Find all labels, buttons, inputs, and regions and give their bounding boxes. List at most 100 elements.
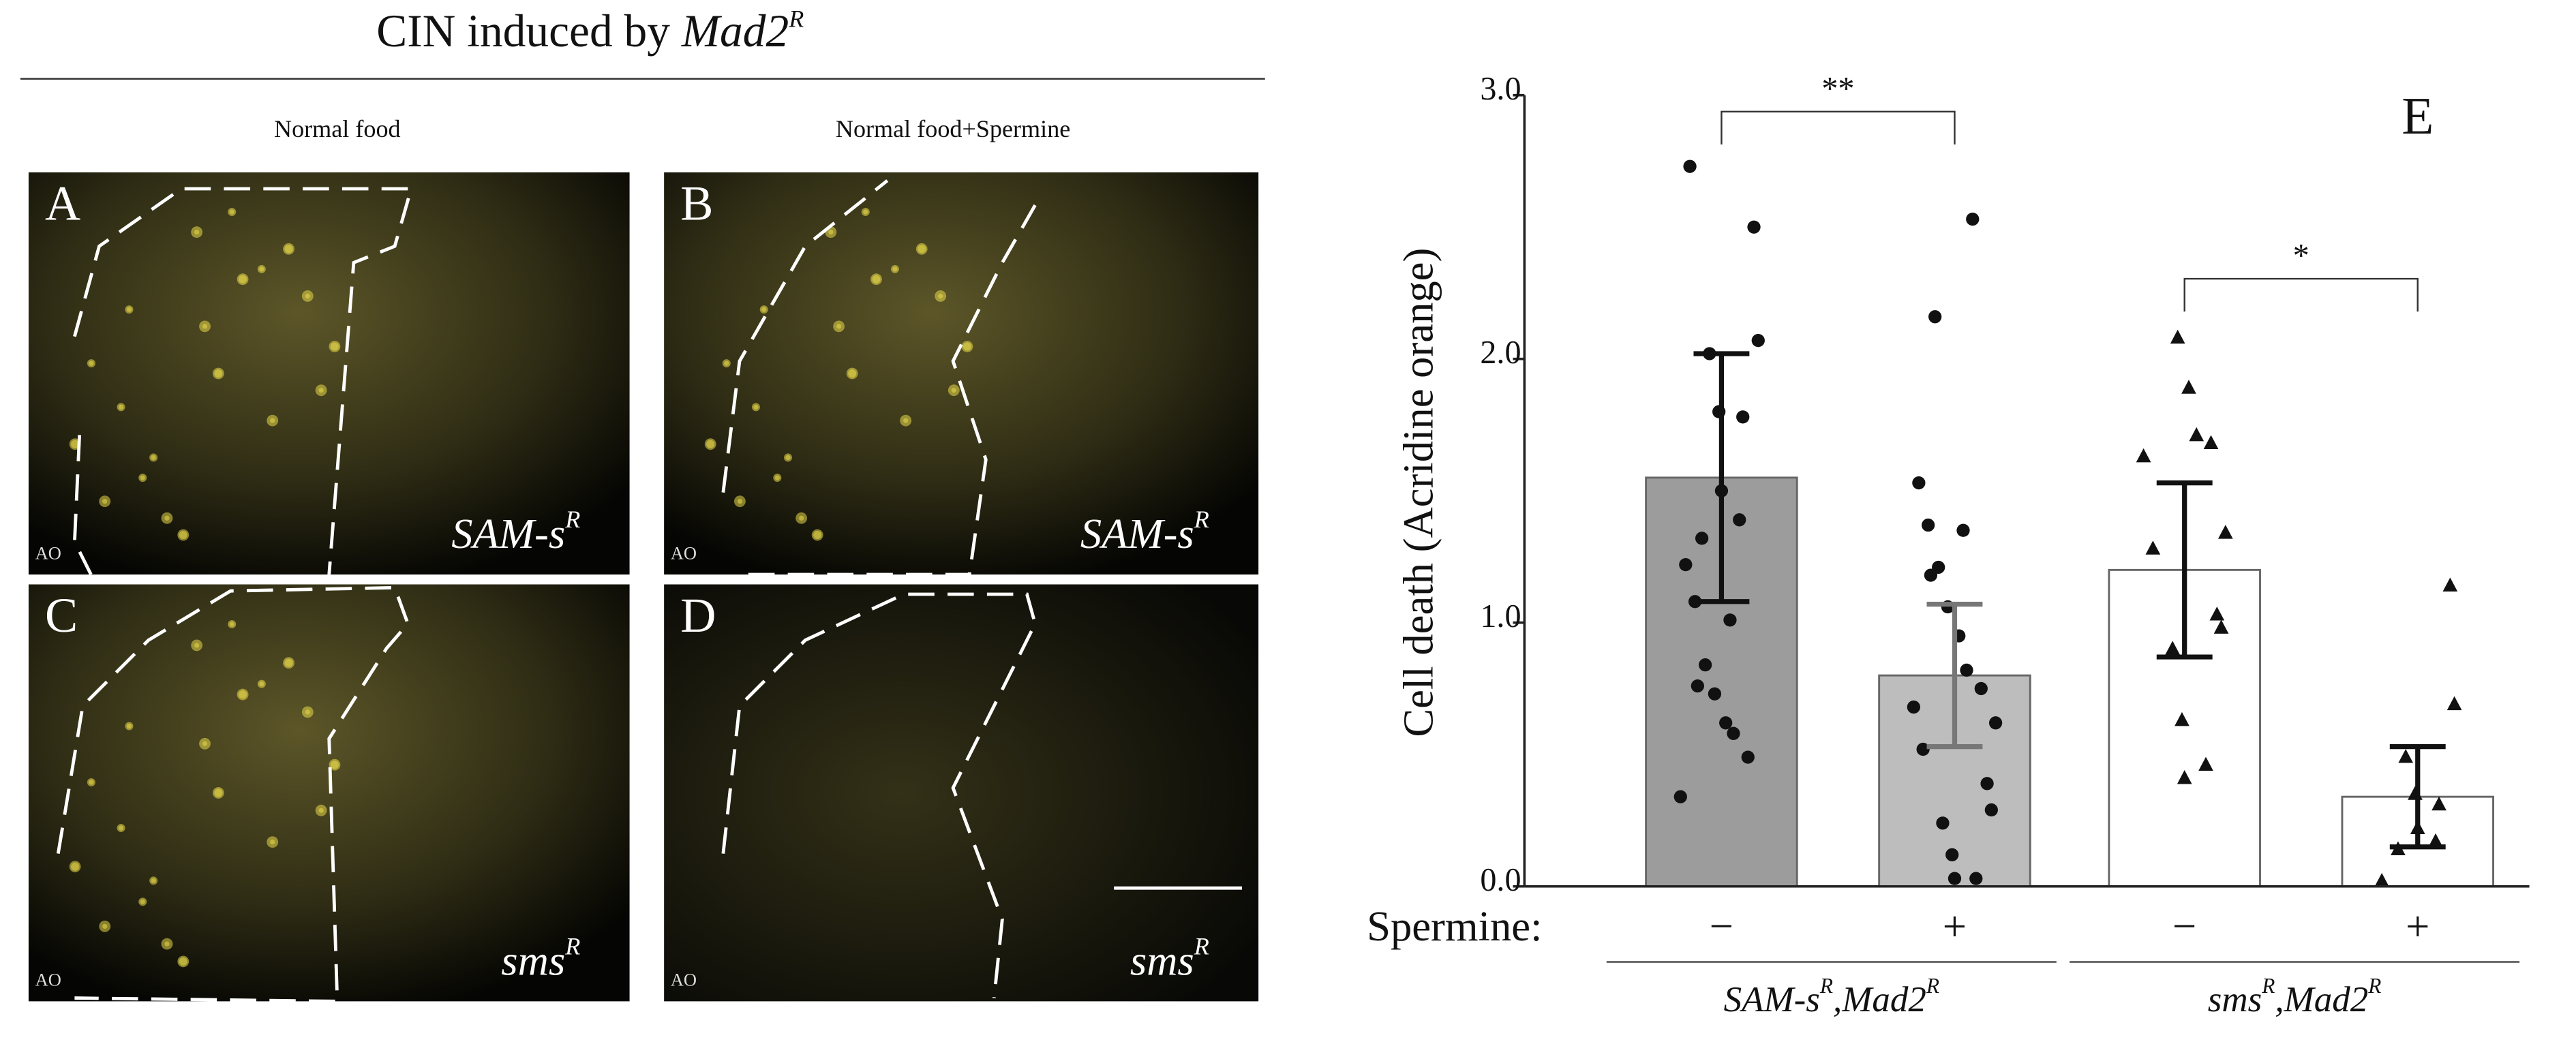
fluorescent-spot [214,788,223,797]
fluorescent-spot [948,384,960,397]
genotype-sup: R [564,933,580,960]
x-tick-label: + [2406,902,2429,950]
data-point [1980,777,1994,790]
fluorescent-spot [330,761,339,769]
data-point [2189,427,2204,442]
group-label-part: sms [2208,980,2262,1019]
fluorescent-spot [71,440,80,448]
data-point [2398,749,2414,763]
data-point [1741,750,1755,764]
data-point [1698,658,1712,672]
panel-letter: D [680,588,716,643]
data-point [1916,742,1930,756]
tissue-outline [56,585,410,1003]
group-label: SAM-sR,Mad2R [1724,974,1939,1019]
fluorescent-spot [229,621,234,627]
data-point [1928,310,1942,324]
fluorescent-spot [330,342,339,351]
data-point [1960,663,1973,677]
data-point [1736,410,1750,424]
data-point [2431,796,2446,811]
fluorescent-spot [872,275,881,283]
genotype-sup: R [564,506,580,533]
fluorescent-spot [179,531,187,540]
data-point [1907,700,1920,714]
group-label-sup: R [2261,974,2275,998]
fluorescent-spot [71,862,80,871]
error-bar [1693,351,1750,604]
y-axis-label: Cell death (Acridine orange) [1394,248,1442,737]
micrograph [664,584,1259,1002]
fluorescent-spot [918,245,926,254]
significance-label: ** [1821,71,1854,107]
group-label-part: ,Mad2 [2275,980,2368,1019]
data-point [2175,711,2189,726]
data-point [2374,872,2389,887]
fluorescent-spot [259,266,264,272]
significance-label: * [2293,238,2309,274]
y-tick-label: 0.0 [1480,862,1521,898]
data-point [2181,380,2196,394]
fluorescent-spot [239,275,247,283]
fluorescent-spot [284,245,293,254]
error-bar [1926,602,1983,750]
group-label-sup: R [2367,974,2381,998]
data-point [1948,872,1962,885]
data-point [2203,435,2219,450]
data-point [1733,513,1746,527]
fluorescent-spot [301,290,314,302]
fluorescent-spot [900,414,912,427]
fluorescent-spot [191,226,203,239]
fluorescent-spot [89,360,94,366]
fluorescent-spot [99,495,111,508]
data-point [1974,681,1988,696]
genotype: SAM-s [1080,510,1194,557]
fluorescent-spot [935,290,947,302]
fluorescent-spot [315,384,327,397]
data-point [1912,476,1926,490]
data-point [2198,756,2213,771]
fluorescent-spot [315,804,327,816]
data-point [2145,540,2161,555]
data-point [2442,577,2458,592]
data-point [1723,613,1737,627]
fluorescent-spot [239,690,247,699]
data-point [1679,557,1693,572]
bar-chart: 0.0 1.0 2.0 3.0 Cell death (Acridine orange)… [1367,71,2530,1019]
group-label-sup: R [1819,974,1833,998]
y-tick-label: 2.0 [1480,335,1521,371]
error-bar [2389,744,2446,850]
data-point [2177,770,2192,784]
fluorescent-spot [99,920,111,932]
data-point [2170,329,2185,344]
tissue-outline [721,179,1037,577]
fluorescent-spot [199,320,211,333]
significance-bracket [2183,277,2419,312]
genotype: sms [501,937,565,985]
fluorescent-spot [833,320,845,333]
data-point [1988,716,2003,730]
genotype-label: SAM-sR [451,506,580,557]
fluorescent-spot [118,825,124,831]
fluorescent-spot [179,957,187,966]
fluorescent-spot [301,706,314,718]
fluorescent-spot [733,495,746,508]
data-point [1966,212,1980,226]
fluorescent-spot [267,836,279,848]
micrograph [28,584,630,1002]
stain-label: AO [671,542,697,563]
fluorescent-spot [259,681,264,687]
data-point [1747,220,1761,234]
fluorescent-spot [151,455,156,461]
column-header: Normal food+Spermine [836,115,1070,142]
micrograph [664,172,1259,575]
fluorescent-spot [761,307,767,312]
x-tick-label: − [2172,902,2196,950]
fluorescent-spot [785,455,791,461]
x-tick-label: − [1710,902,1733,950]
data-point [1936,816,1950,830]
fluorescent-spot [199,737,211,750]
fluorescent-spot [863,209,868,215]
